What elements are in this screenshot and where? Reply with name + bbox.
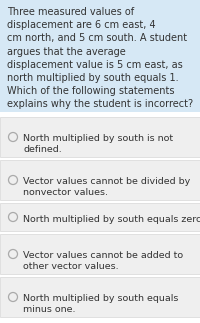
Text: Vector values cannot be added to
other vector values.: Vector values cannot be added to other v…: [23, 251, 183, 271]
FancyBboxPatch shape: [0, 0, 200, 112]
Text: Vector values cannot be divided by
nonvector values.: Vector values cannot be divided by nonve…: [23, 177, 190, 197]
Text: North multiplied by south equals zerc: North multiplied by south equals zerc: [23, 215, 200, 224]
FancyBboxPatch shape: [0, 234, 200, 274]
Text: North multiplied by south is not
defined.: North multiplied by south is not defined…: [23, 134, 173, 154]
FancyBboxPatch shape: [0, 117, 200, 157]
Text: Three measured values of
displacement are 6 cm east, 4
cm north, and 5 cm south.: Three measured values of displacement ar…: [7, 7, 193, 109]
FancyBboxPatch shape: [0, 203, 200, 231]
Text: North multiplied by south equals
minus one.: North multiplied by south equals minus o…: [23, 294, 178, 315]
FancyBboxPatch shape: [0, 277, 200, 317]
FancyBboxPatch shape: [0, 160, 200, 200]
